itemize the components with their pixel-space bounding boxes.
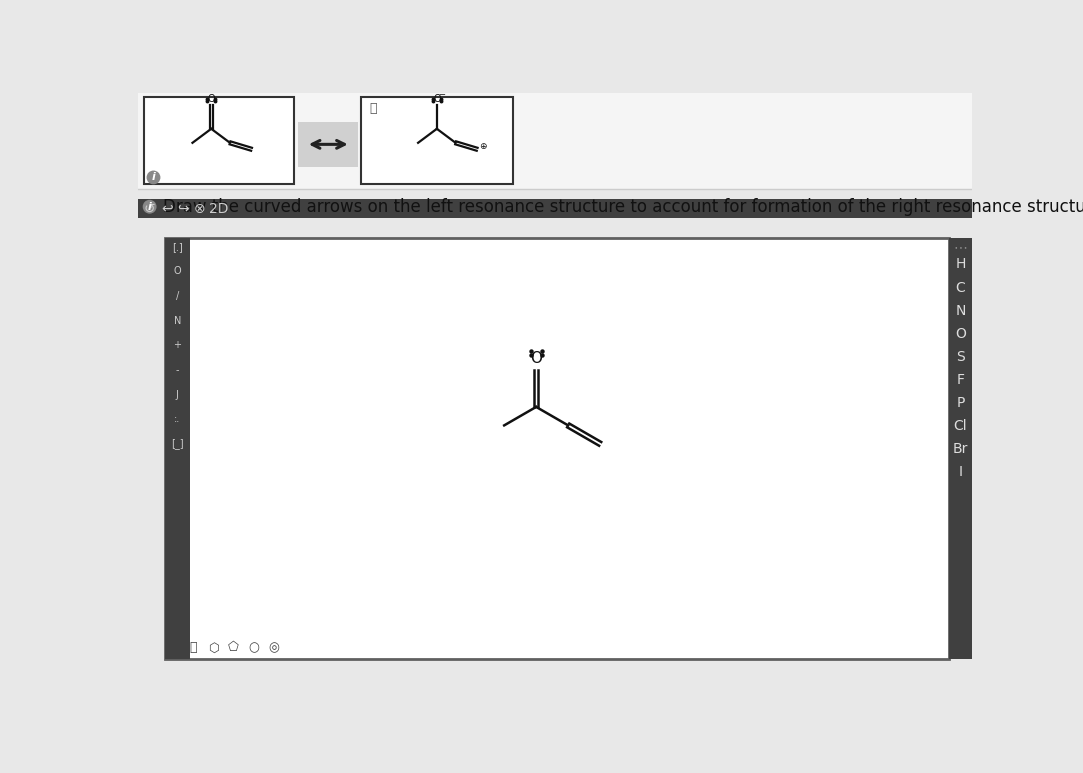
Text: Draw the curved arrows on the left resonance structure to account for formation : Draw the curved arrows on the left reson… — [164, 198, 1083, 216]
Bar — [139, 199, 971, 218]
Text: N: N — [173, 315, 181, 325]
Text: ○: ○ — [248, 642, 259, 655]
Text: ⋯: ⋯ — [953, 240, 967, 254]
Text: [.]: [.] — [172, 242, 183, 252]
Text: +: + — [173, 340, 181, 350]
Text: ⬡: ⬡ — [208, 642, 219, 655]
Text: ◎: ◎ — [269, 642, 279, 655]
Bar — [949, 237, 973, 659]
Circle shape — [146, 171, 160, 185]
Text: :.: :. — [174, 414, 181, 424]
Text: C: C — [955, 281, 965, 295]
Text: 🔒: 🔒 — [369, 103, 377, 115]
Text: −: − — [438, 90, 445, 100]
Text: /: / — [175, 291, 179, 301]
Text: ↪: ↪ — [177, 202, 188, 216]
Text: O: O — [531, 351, 543, 366]
Text: P: P — [956, 396, 965, 410]
Text: O: O — [208, 94, 216, 104]
Text: O: O — [433, 94, 441, 104]
Text: F: F — [956, 373, 965, 387]
Text: O: O — [173, 267, 181, 277]
Bar — [139, 93, 971, 189]
Text: -: - — [175, 365, 179, 375]
Text: N: N — [955, 304, 966, 318]
Text: Br: Br — [953, 442, 968, 456]
Text: ↩: ↩ — [161, 202, 173, 216]
Text: J: J — [175, 390, 179, 400]
Text: ⊗: ⊗ — [194, 202, 206, 216]
Text: ⬠: ⬠ — [229, 642, 239, 655]
Text: ↺: ↺ — [143, 202, 155, 216]
Circle shape — [143, 199, 157, 213]
Text: i: i — [147, 202, 152, 212]
Text: [_]: [_] — [171, 438, 184, 449]
Text: O: O — [955, 327, 966, 341]
Bar — [165, 237, 190, 659]
Text: Ⓝ: Ⓝ — [190, 642, 197, 655]
Text: i: i — [152, 172, 156, 182]
Text: I: I — [958, 465, 963, 479]
Text: ⊕: ⊕ — [480, 141, 487, 151]
Bar — [144, 97, 293, 185]
Bar — [362, 97, 513, 185]
Text: 2D: 2D — [209, 202, 229, 216]
Text: H: H — [955, 257, 966, 271]
Bar — [165, 237, 949, 659]
Text: S: S — [956, 350, 965, 364]
Text: Cl: Cl — [954, 419, 967, 433]
Bar — [298, 122, 358, 167]
